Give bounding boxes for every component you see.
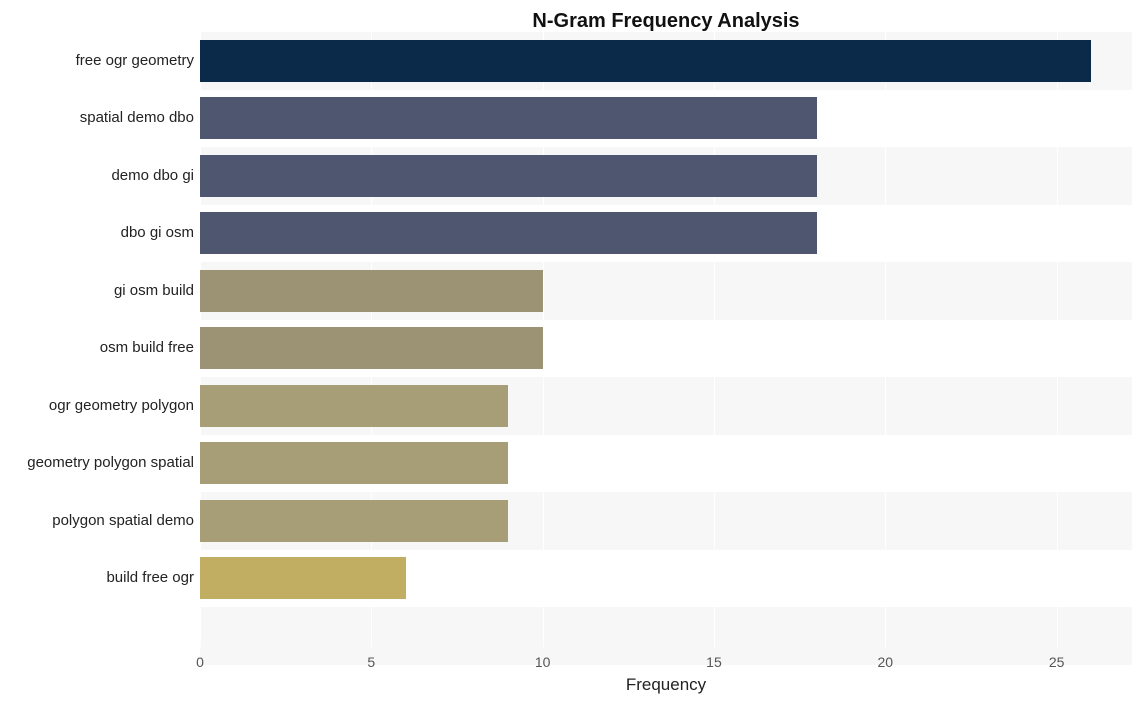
x-axis-tick: 0 [196,654,204,670]
y-axis-label: build free ogr [0,569,194,586]
bar [200,155,817,197]
plot-band [200,607,1132,665]
y-axis-label: ogr geometry polygon [0,397,194,414]
bar [200,212,817,254]
bar [200,327,543,369]
y-axis-label: dbo gi osm [0,224,194,241]
chart-title: N-Gram Frequency Analysis [200,10,1132,33]
y-axis-label: geometry polygon spatial [0,454,194,471]
y-axis-label: gi osm build [0,282,194,299]
bar [200,557,406,599]
x-axis-tick: 20 [877,654,893,670]
x-axis-tick: 10 [535,654,551,670]
ngram-frequency-chart: N-Gram Frequency Analysis Frequency free… [0,0,1139,701]
y-axis-label: polygon spatial demo [0,512,194,529]
bar [200,97,817,139]
gridline [885,32,886,647]
bar [200,385,508,427]
x-axis-title: Frequency [200,675,1132,695]
plot-area [200,32,1132,647]
bar [200,40,1091,82]
gridline [1057,32,1058,647]
y-axis-label: demo dbo gi [0,167,194,184]
y-axis-label: spatial demo dbo [0,109,194,126]
y-axis-label: osm build free [0,339,194,356]
x-axis-tick: 5 [367,654,375,670]
bar [200,500,508,542]
x-axis-tick: 15 [706,654,722,670]
y-axis-label: free ogr geometry [0,52,194,69]
bar [200,442,508,484]
bar [200,270,543,312]
x-axis-tick: 25 [1049,654,1065,670]
